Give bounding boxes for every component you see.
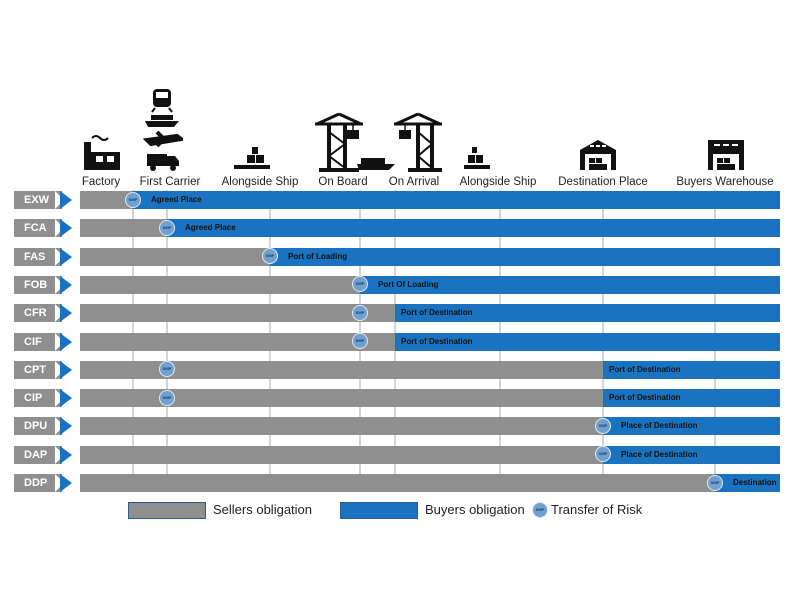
term-arrow-notch <box>55 219 64 238</box>
place-label: Destination <box>733 478 777 487</box>
buyer-obligation-segment <box>603 445 780 464</box>
transfer-of-risk-marker-icon: SMP <box>159 389 175 406</box>
transfer-of-risk-marker-icon: SMP <box>262 248 278 265</box>
buyer-obligation-segment <box>603 417 780 436</box>
place-label: Agreed Place <box>185 223 236 233</box>
term-label: CIP <box>14 389 62 408</box>
buyer-obligation-segment <box>603 389 780 408</box>
place-label: Place of Destination <box>621 449 698 459</box>
legend-risk-marker-icon: SMP <box>532 502 548 518</box>
factory-icon <box>84 135 120 170</box>
legend-buyers-swatch <box>340 502 418 519</box>
term-arrow-notch <box>55 389 64 408</box>
transfer-of-risk-marker-icon: SMP <box>352 276 368 293</box>
buyer-obligation-segment <box>395 332 780 351</box>
term-label: CPT <box>14 360 62 379</box>
stage-label: Alongside Ship <box>459 176 537 188</box>
buyers-warehouse-icon <box>708 140 744 170</box>
term-label: DDP <box>14 474 62 492</box>
term-arrow-icon <box>60 389 72 408</box>
term-arrow-notch <box>55 304 64 323</box>
alongside-ship-dest-icon <box>464 147 490 169</box>
term-label: DAP <box>14 445 62 464</box>
term-arrow-notch <box>55 417 64 436</box>
crane-icon <box>394 112 442 172</box>
transfer-of-risk-marker-icon: SMP <box>125 191 141 208</box>
term-label: FOB <box>14 275 62 294</box>
term-label: DPU <box>14 417 62 436</box>
term-arrow-notch <box>55 474 64 492</box>
transport-modes-icon <box>143 89 183 171</box>
term-arrow-icon <box>60 417 72 436</box>
obligation-bar: SMP Port of Loading <box>80 247 780 266</box>
transfer-of-risk-marker-icon: SMP <box>159 361 175 378</box>
stage-label: Buyers Warehouse <box>676 176 774 188</box>
place-label: Port of Loading <box>288 251 348 261</box>
obligation-bar: SMP Port of Destination <box>80 389 780 408</box>
term-arrow-notch <box>55 191 64 209</box>
stage-label: Alongside Ship <box>221 176 299 188</box>
transfer-of-risk-marker-icon: SMP <box>595 417 611 434</box>
term-arrow-notch <box>55 360 64 379</box>
legend-sellers-swatch <box>128 502 206 519</box>
buyer-obligation-segment <box>360 275 780 294</box>
stage-label: Factory <box>81 176 121 188</box>
obligation-bar: SMP Agreed Place <box>80 191 780 209</box>
transfer-of-risk-marker-icon: SMP <box>352 333 368 349</box>
term-label: CFR <box>14 304 62 323</box>
buyer-obligation-segment <box>167 219 780 238</box>
stage-label: On Board <box>318 176 368 188</box>
alongside-ship-icon <box>234 147 270 169</box>
term-arrow-icon <box>60 191 72 209</box>
term-arrow-icon <box>60 304 72 323</box>
obligation-bar: SMP Agreed Place <box>80 219 780 238</box>
transfer-of-risk-marker-icon: SMP <box>595 446 611 463</box>
obligation-bar: SMP Port Of Loading <box>80 275 780 294</box>
term-arrow-icon <box>60 247 72 266</box>
buyer-obligation-segment <box>395 304 780 323</box>
obligation-bar: SMP Place of Destination <box>80 417 780 436</box>
warehouse-icon <box>580 140 616 170</box>
term-arrow-notch <box>55 445 64 464</box>
place-label: Agreed Place <box>151 195 202 204</box>
obligation-bar: SMP Destination <box>80 474 780 492</box>
place-label: Port of Destination <box>609 364 681 374</box>
obligation-bar: SMP Place of Destination <box>80 445 780 464</box>
term-arrow-icon <box>60 275 72 294</box>
crane-ship-icon <box>315 112 395 172</box>
obligation-bar: SMP Port of Destination <box>80 360 780 379</box>
place-label: Place of Destination <box>621 421 698 431</box>
transfer-of-risk-marker-icon: SMP <box>707 474 723 491</box>
buyer-obligation-segment <box>270 247 780 266</box>
term-arrow-notch <box>55 332 64 351</box>
term-arrow-icon <box>60 332 72 351</box>
term-arrow-notch <box>55 275 64 294</box>
obligation-bar: SMP Port of Destination <box>80 304 780 323</box>
legend-buyers-label: Buyers obligation <box>425 502 525 517</box>
term-label: FCA <box>14 219 62 238</box>
transfer-of-risk-marker-icon: SMP <box>352 304 368 321</box>
buyer-obligation-segment <box>133 191 780 209</box>
stage-label: On Arrival <box>388 176 440 188</box>
term-arrow-notch <box>55 247 64 266</box>
place-label: Port of Destination <box>609 393 681 403</box>
term-arrow-icon <box>60 360 72 379</box>
term-label: CIF <box>14 332 62 351</box>
legend-sellers-label: Sellers obligation <box>213 502 313 517</box>
obligation-bar: SMP Port of Destination <box>80 332 780 351</box>
buyer-obligation-segment <box>603 360 780 379</box>
term-arrow-icon <box>60 445 72 464</box>
place-label: Port of Destination <box>401 336 473 346</box>
term-arrow-icon <box>60 474 72 492</box>
legend-risk-label: Transfer of Risk <box>551 502 643 517</box>
stage-label: First Carrier <box>139 176 201 188</box>
place-label: Port Of Loading <box>378 279 439 289</box>
transfer-of-risk-marker-icon: SMP <box>159 219 175 236</box>
term-arrow-icon <box>60 219 72 238</box>
term-label: FAS <box>14 247 62 266</box>
term-label: EXW <box>14 191 62 209</box>
place-label: Port of Destination <box>401 308 473 318</box>
stage-label: Destination Place <box>558 176 648 188</box>
buyer-obligation-segment <box>715 474 780 492</box>
